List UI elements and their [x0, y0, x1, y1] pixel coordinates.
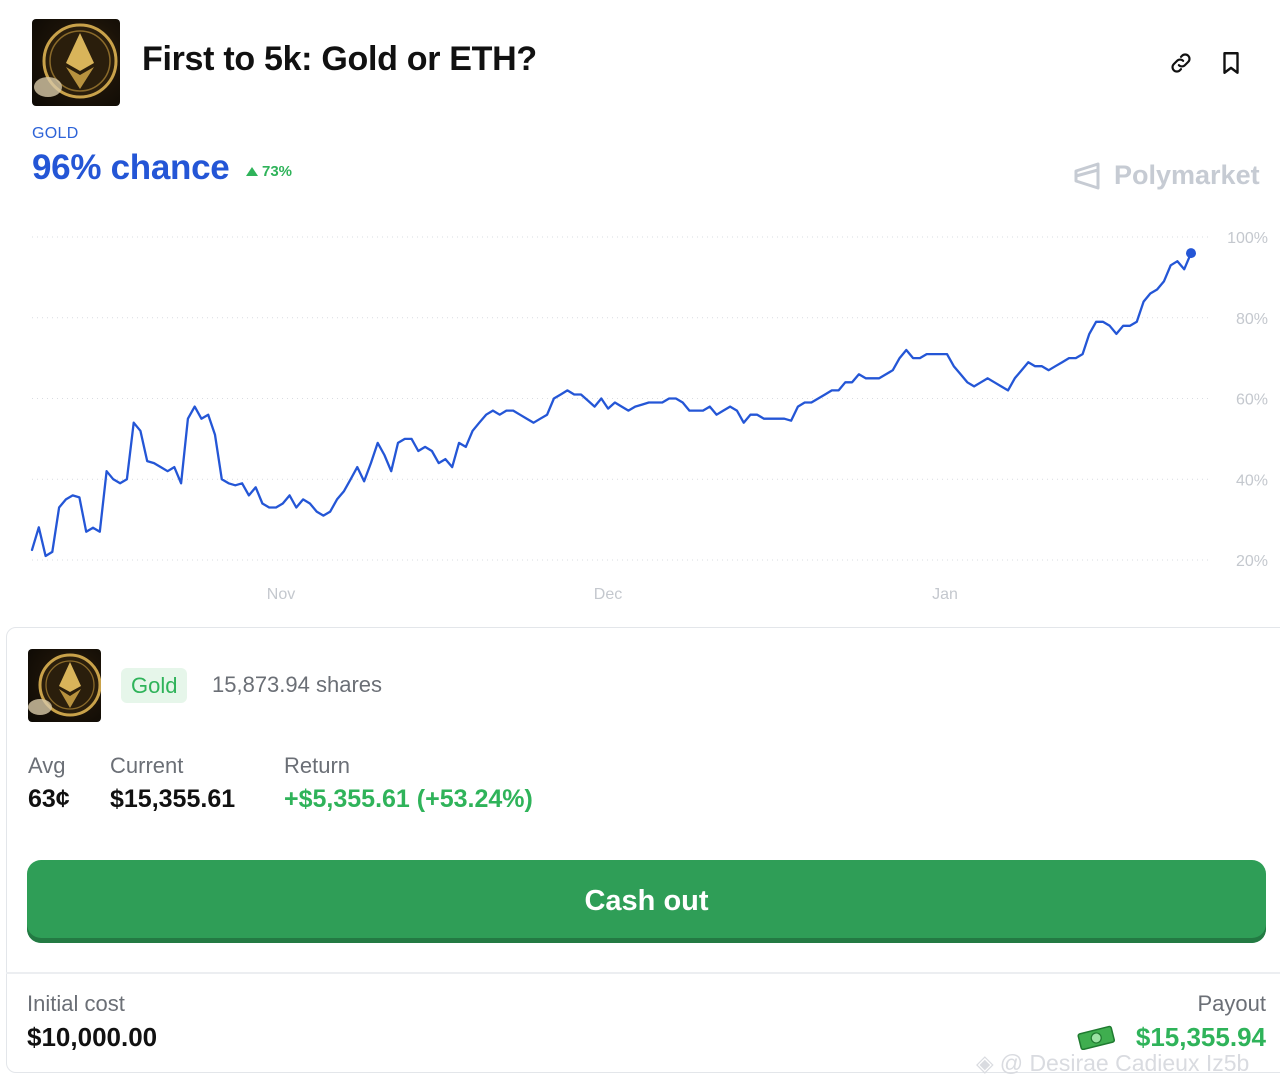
y-tick-label: 60% — [1236, 392, 1268, 409]
probability-chart: 100% 80% 60% 40% 20% Nov Dec Jan — [30, 230, 1268, 603]
y-tick-label: 20% — [1236, 553, 1268, 570]
y-tick-label: 40% — [1236, 472, 1268, 489]
y-tick-label: 80% — [1236, 311, 1268, 328]
polymarket-logo-icon — [1074, 162, 1100, 189]
watermark: ◈ @ Desirae Cadieux Iz5b — [976, 1050, 1249, 1077]
eth-coin-icon — [28, 653, 101, 717]
chance-delta: 73% — [246, 163, 292, 180]
shares-count: 15,873.94 shares — [212, 672, 383, 697]
outcome-label: GOLD — [32, 125, 79, 142]
x-tick-label: Jan — [932, 586, 958, 603]
payout-label: Payout — [1197, 991, 1267, 1016]
eth-coin-icon — [34, 23, 118, 99]
avg-value: 63¢ — [28, 785, 70, 813]
chance-delta-value: 73% — [262, 163, 293, 180]
position-thumbnail — [28, 649, 101, 722]
chart-series-line — [30, 252, 1193, 558]
payout-value: $15,355.94 — [1135, 1022, 1266, 1052]
initial-cost-label: Initial cost — [27, 991, 125, 1016]
cash-out-button[interactable]: Cash out — [27, 860, 1266, 943]
arrow-up-icon — [246, 167, 258, 176]
return-value: +$5,355.61 (+53.24%) — [284, 785, 533, 813]
watermark-logo-icon: ◈ — [976, 1050, 994, 1076]
market-thumbnail — [32, 19, 120, 106]
x-tick-label: Dec — [594, 586, 622, 603]
initial-cost-value: $10,000.00 — [27, 1022, 158, 1052]
money-icon — [1077, 1025, 1115, 1050]
brand-name: Polymarket — [1114, 160, 1260, 190]
return-label: Return — [284, 753, 351, 778]
chance-value: 96% chance — [32, 148, 230, 187]
watermark-text: @ Desirae Cadieux Iz5b — [999, 1050, 1250, 1076]
current-value: $15,355.61 — [110, 785, 236, 813]
brand: Polymarket — [1072, 160, 1260, 191]
chart-end-point — [1186, 248, 1196, 259]
position-card — [6, 627, 1280, 1073]
card-divider — [6, 972, 1280, 974]
x-tick-label: Nov — [267, 586, 295, 603]
outcome-badge: Gold — [121, 668, 188, 703]
market-title: First to 5k: Gold or ETH? — [142, 40, 537, 78]
bookmark-icon[interactable] — [1216, 48, 1246, 78]
avg-label: Avg — [28, 753, 66, 778]
link-icon[interactable] — [1166, 48, 1196, 78]
y-tick-label: 100% — [1227, 230, 1268, 247]
current-label: Current — [110, 753, 184, 778]
